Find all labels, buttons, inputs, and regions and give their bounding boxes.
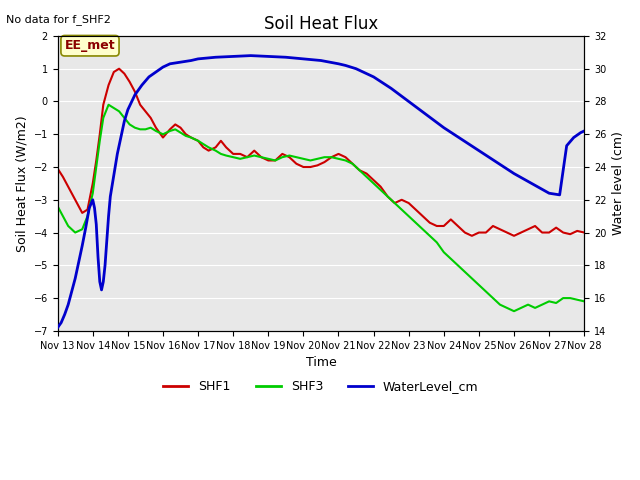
Y-axis label: Water level (cm): Water level (cm)	[612, 132, 625, 235]
Y-axis label: Soil Heat Flux (W/m2): Soil Heat Flux (W/m2)	[15, 115, 28, 252]
X-axis label: Time: Time	[305, 356, 336, 369]
Text: EE_met: EE_met	[65, 39, 115, 52]
Text: No data for f_SHF2: No data for f_SHF2	[6, 14, 111, 25]
Legend: SHF1, SHF3, WaterLevel_cm: SHF1, SHF3, WaterLevel_cm	[158, 375, 484, 398]
Title: Soil Heat Flux: Soil Heat Flux	[264, 15, 378, 33]
